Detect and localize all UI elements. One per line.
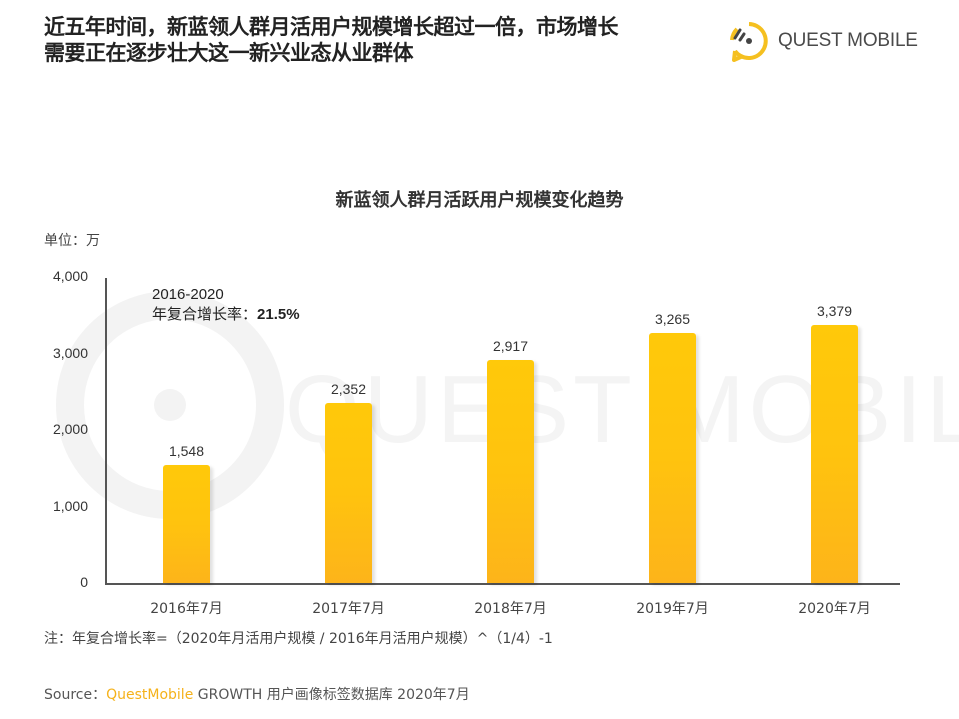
x-tick: 2016年7月 (150, 601, 223, 617)
bar-value-label: 3,265 (654, 311, 691, 327)
y-tick: 0 (80, 574, 88, 590)
cagr-period: 2016-2020 (152, 286, 224, 303)
headline-line-1: 近五年时间，新蓝领人群月活用户规模增长超过一倍，市场增长 (44, 15, 619, 39)
x-tick: 2020年7月 (798, 601, 871, 617)
bar (649, 333, 696, 583)
y-tick: 1,000 (52, 498, 88, 514)
chart-title: 新蓝领人群月活跃用户规模变化趋势 (335, 190, 624, 211)
bar-value-label: 1,548 (168, 443, 205, 459)
logo-text: QUEST MOBILE (778, 30, 918, 51)
y-tick: 2,000 (52, 421, 88, 437)
x-tick: 2018年7月 (474, 601, 547, 617)
x-tick: 2017年7月 (312, 601, 385, 617)
y-axis-line (105, 278, 107, 584)
bar-value-label: 2,352 (330, 381, 367, 397)
source-line: Source：QuestMobile GROWTH 用户画像标签数据库 2020… (44, 684, 470, 704)
cagr-value: 21.5% (257, 306, 300, 323)
cagr-annotation: 2016-2020 年复合增长率：21.5% (152, 285, 300, 325)
bar (163, 465, 210, 583)
bar-value-label: 3,379 (816, 303, 853, 319)
cagr-label: 年复合增长率： (152, 306, 258, 323)
unit-label: 单位：万 (44, 233, 100, 249)
x-tick: 2019年7月 (636, 601, 709, 617)
headline-line-2: 需要正在逐步壮大这一新兴业态从业群体 (44, 41, 414, 65)
bar (811, 325, 858, 583)
source-rest: GROWTH 用户画像标签数据库 2020年7月 (193, 687, 470, 703)
bar (325, 403, 372, 583)
source-prefix: Source： (44, 687, 107, 703)
bar (487, 360, 534, 583)
bar-value-label: 2,917 (492, 338, 529, 354)
source-brand: QuestMobile (106, 687, 194, 703)
x-axis-line (105, 583, 900, 585)
page-headline: 近五年时间，新蓝领人群月活用户规模增长超过一倍，市场增长 需要正在逐步壮大这一新… (44, 14, 619, 66)
questmobile-logo-icon (726, 18, 772, 64)
questmobile-logo: QUEST MOBILE (726, 18, 918, 64)
y-tick: 4,000 (52, 268, 88, 284)
footnote: 注：年复合增长率=（2020年月活用户规模 / 2016年月活用户规模）^（1/… (44, 631, 553, 647)
y-tick: 3,000 (52, 345, 88, 361)
